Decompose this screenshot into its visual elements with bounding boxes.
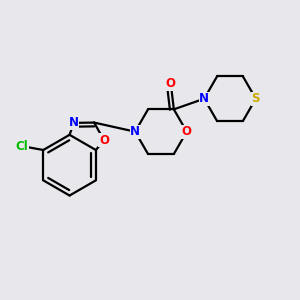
Text: O: O xyxy=(166,77,176,90)
Text: N: N xyxy=(69,116,79,129)
Text: O: O xyxy=(182,125,192,138)
Text: O: O xyxy=(99,134,109,147)
Text: N: N xyxy=(199,92,209,105)
Text: Cl: Cl xyxy=(16,140,28,154)
Text: S: S xyxy=(251,92,260,105)
Text: N: N xyxy=(130,125,140,138)
